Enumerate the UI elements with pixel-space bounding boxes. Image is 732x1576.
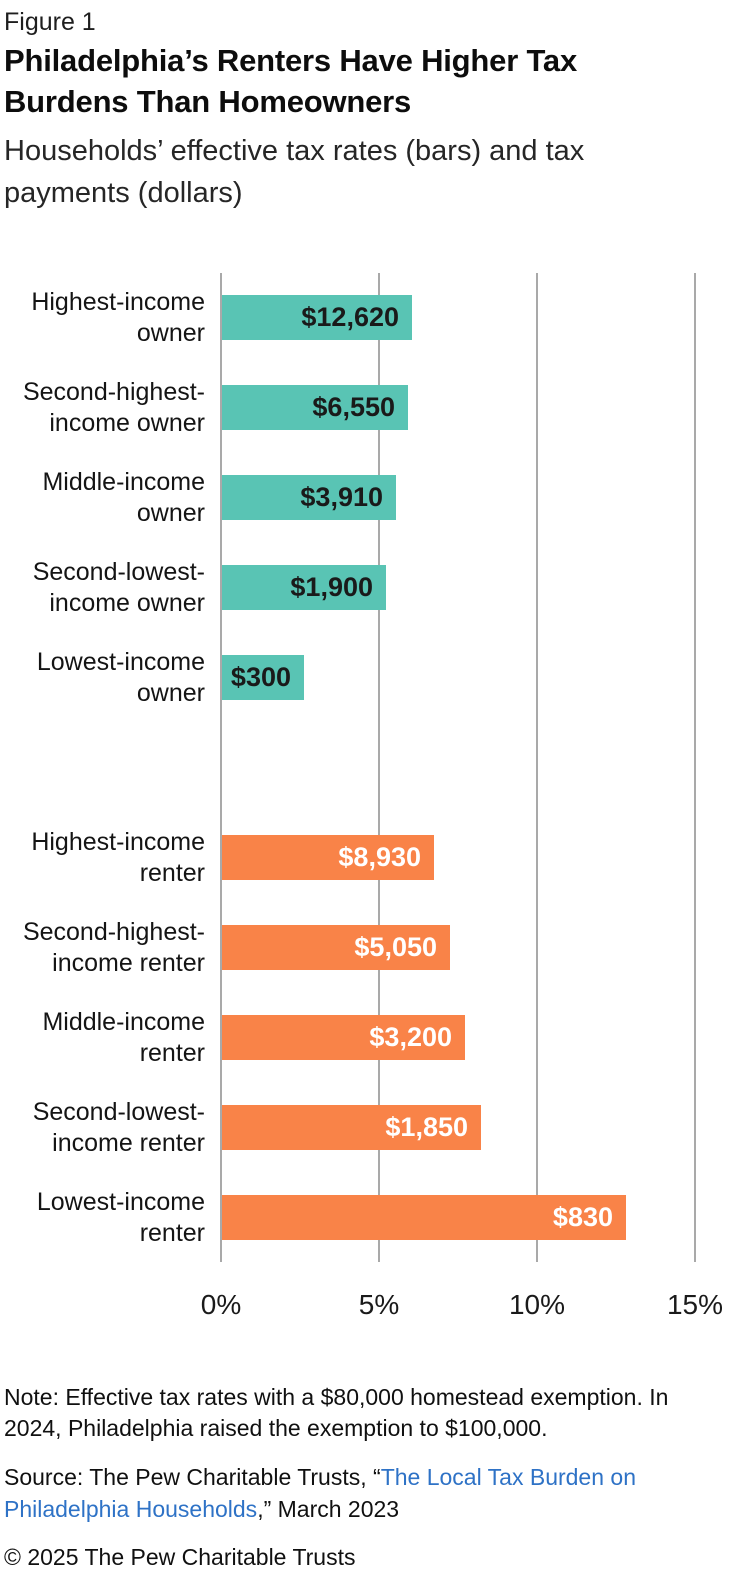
x-tick-0: 0% (200, 1289, 242, 1320)
bar-chart: Highest-income owner Second-highest-income… (0, 273, 732, 1373)
note-text: Note: Effective tax rates with a $80,000… (4, 1384, 669, 1441)
category-label-line: renter (139, 1038, 205, 1067)
bar-value-label: $3,910 (300, 482, 383, 512)
x-tick-15: 15% (666, 1289, 724, 1320)
bar-second-lowest-income-owner: $1,900 (222, 565, 386, 610)
bar-value-label: $8,930 (338, 842, 421, 872)
category-label-second-lowest-income-renter: Second-lowest-income renter (0, 1097, 205, 1159)
bar-value-label: $830 (552, 1202, 613, 1232)
gridline-0 (220, 273, 222, 1262)
category-label-line: renter (139, 858, 205, 887)
bar-value-label: $6,550 (312, 392, 395, 422)
bar-lowest-income-renter: $830 (222, 1195, 626, 1240)
category-axis: Highest-income owner Second-highest-income… (0, 273, 207, 1262)
category-label-line: Middle-income (42, 1007, 205, 1036)
category-label-line: renter (139, 1218, 205, 1247)
category-label-line: Second-highest- (22, 917, 205, 946)
bar-value-label: $1,850 (385, 1112, 468, 1142)
figure-title: Philadelphia’s Renters Have Higher Tax B… (4, 43, 577, 119)
category-label-line: Lowest-income (36, 1187, 205, 1216)
category-label-line: income renter (52, 1128, 205, 1157)
bar-second-highest-income-renter: $5,050 (222, 925, 450, 970)
gridline-15 (694, 273, 696, 1262)
bar-highest-income-renter: $8,930 (222, 835, 434, 880)
bar-middle-income-renter: $3,200 (222, 1015, 465, 1060)
source-text: Source: The Pew Charitable Trusts, “The … (4, 1461, 728, 1525)
bar-second-lowest-income-renter: $1,850 (222, 1105, 481, 1150)
x-tick-10: 10% (508, 1289, 566, 1320)
figure-label: Figure 1 (4, 8, 96, 36)
gridline-10 (536, 273, 538, 1262)
category-label-line: owner (136, 318, 205, 347)
bar-value-label: $3,200 (369, 1022, 452, 1052)
bar-middle-income-owner: $3,910 (222, 475, 396, 520)
source-suffix: ,” March 2023 (257, 1496, 400, 1522)
category-label-line: Highest-income (31, 287, 205, 316)
category-label-line: owner (136, 678, 205, 707)
copyright-text: © 2025 The Pew Charitable Trusts (4, 1544, 356, 1570)
bar-value-label: $12,620 (301, 302, 399, 332)
category-label-second-highest-income-owner: Second-highest-income owner (0, 377, 205, 439)
bar-highest-income-owner: $12,620 (222, 295, 412, 340)
category-label-line: Second-lowest- (32, 557, 205, 586)
category-label-line: Highest-income (31, 827, 205, 856)
category-label-line: Middle-income (42, 467, 205, 496)
category-label-line: Lowest-income (36, 647, 205, 676)
category-label-line: income renter (52, 948, 205, 977)
category-label-middle-income-owner: Middle-income owner (0, 467, 205, 529)
category-label-line: income owner (49, 588, 205, 617)
category-label-line: owner (136, 498, 205, 527)
source-prefix: Source: The Pew Charitable Trusts, “ (4, 1464, 381, 1490)
category-label-line: income owner (49, 408, 205, 437)
category-label-lowest-income-owner: Lowest-income owner (0, 647, 205, 709)
category-label-second-lowest-income-owner: Second-lowest-income owner (0, 557, 205, 619)
bar-value-label: $1,900 (290, 572, 373, 602)
category-label-middle-income-renter: Middle-income renter (0, 1007, 205, 1069)
category-label-lowest-income-renter: Lowest-income renter (0, 1187, 205, 1249)
x-tick-5: 5% (358, 1289, 400, 1320)
source-link[interactable]: The Local Tax Burden on Philadelphia Hou… (4, 1464, 636, 1522)
category-label-second-highest-income-renter: Second-highest-income renter (0, 917, 205, 979)
category-label-line: Second-lowest- (32, 1097, 205, 1126)
bar-value-label: $300 (230, 662, 291, 692)
category-label-highest-income-owner: Highest-income owner (0, 287, 205, 349)
figure-subtitle: Households’ effective tax rates (bars) a… (4, 135, 585, 209)
x-axis: 0% 5% 10% 15% (0, 1289, 732, 1333)
category-label-line: Second-highest- (22, 377, 205, 406)
gridline-5 (378, 273, 380, 1262)
plot-area: $12,620 $6,550 $3,910 $1,900 $300 $8,930 $5,05… (220, 273, 732, 1262)
category-label-highest-income-renter: Highest-income renter (0, 827, 205, 889)
bar-lowest-income-owner: $300 (222, 655, 304, 700)
bar-value-label: $5,050 (354, 932, 437, 962)
bar-second-highest-income-owner: $6,550 (222, 385, 408, 430)
